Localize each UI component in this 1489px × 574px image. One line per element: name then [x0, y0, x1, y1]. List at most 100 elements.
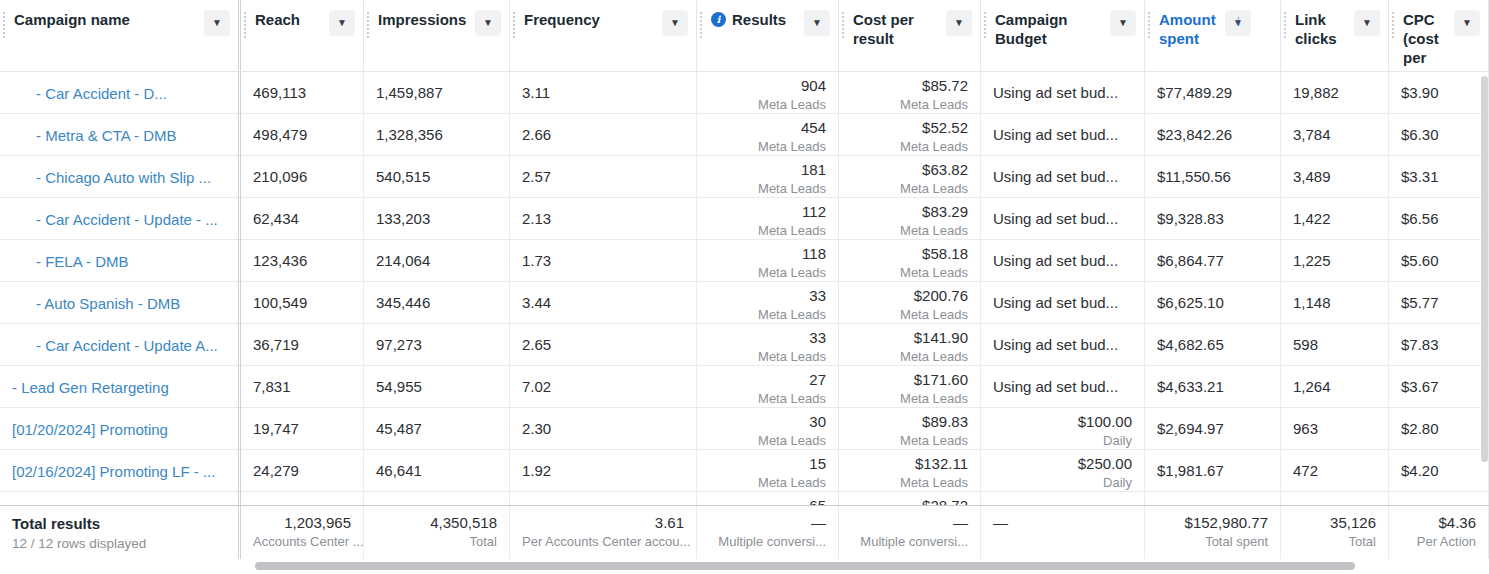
- results-type-label: Meta Leads: [709, 390, 826, 407]
- totals-cost-value: —: [851, 513, 968, 533]
- results-type-label: Meta Leads: [709, 432, 826, 449]
- table-row[interactable]: - Car Accident - Update - ... 62,434 133…: [0, 198, 1489, 240]
- impressions-value: 1,328,356: [376, 125, 497, 145]
- campaign-name-cell: [01/20/2024] Promoting: [0, 408, 241, 450]
- totals-results-label: Multiple conversi...: [709, 533, 826, 550]
- impressions-value: 45,487: [376, 419, 497, 439]
- cost-per-result-value: $200.76: [851, 286, 968, 306]
- frequency-cell: 2.57: [510, 156, 697, 198]
- vertical-scrollbar[interactable]: [1481, 76, 1488, 462]
- cost-type-label: Meta Leads: [851, 222, 968, 239]
- frequency-cell: 3.44: [510, 282, 697, 324]
- chevron-down-icon: ▼: [954, 17, 964, 28]
- amount-spent-value: $2,694.97: [1157, 419, 1268, 439]
- table-row[interactable]: - FELA - DMB 123,436 214,064 1.73 118 Me…: [0, 240, 1489, 282]
- campaign-name-link[interactable]: - Auto Spanish - DMB: [36, 295, 226, 312]
- cpc-value: $4.20: [1401, 461, 1476, 481]
- campaign-name-link[interactable]: - Chicago Auto with Slip ...: [36, 169, 226, 186]
- chevron-down-icon: ▼: [212, 17, 222, 28]
- column-label: Reach: [255, 10, 327, 29]
- column-dropdown-button[interactable]: ▼: [1354, 10, 1380, 36]
- reach-cell: 36,719: [241, 324, 364, 366]
- frequency-value: 2.57: [522, 167, 684, 187]
- sort-descending-icon[interactable]: ↓: [1235, 10, 1243, 29]
- column-dropdown-button[interactable]: ▼: [1110, 10, 1136, 36]
- column-header-campaign-budget[interactable]: Campaign Budget ▼: [981, 0, 1145, 71]
- table-row[interactable]: - Car Accident - D... 469,113 1,459,887 …: [0, 72, 1489, 114]
- totals-link-clicks-cell: 35,126 Total: [1281, 506, 1389, 559]
- column-dropdown-button[interactable]: ▼: [204, 10, 230, 36]
- results-cell: 65 Meta Leads: [697, 492, 839, 505]
- link-clicks-value: 19,882: [1293, 83, 1376, 103]
- column-header-reach[interactable]: Reach ▼: [241, 0, 364, 71]
- rows-displayed-label: 12 / 12 rows displayed: [12, 535, 226, 553]
- frequency-cell: 2.66: [510, 114, 697, 156]
- budget-value: Using ad set bud...: [993, 167, 1132, 187]
- column-header-amount-spent[interactable]: Amount spent ↓ ▼: [1145, 0, 1281, 71]
- cost-per-result-value: $171.60: [851, 370, 968, 390]
- column-header-frequency[interactable]: Frequency ▼: [510, 0, 697, 71]
- frequency-value: 1.73: [522, 251, 684, 271]
- table-row[interactable]: - Auto Spanish - DMB 100,549 345,446 3.4…: [0, 282, 1489, 324]
- table-row[interactable]: - Car Accident - Update A... 36,719 97,2…: [0, 324, 1489, 366]
- results-cell: 904 Meta Leads: [697, 72, 839, 114]
- horizontal-scrollbar[interactable]: [255, 562, 1355, 570]
- table-body: - Car Accident - D... 469,113 1,459,887 …: [0, 72, 1489, 505]
- campaign-name-link[interactable]: - FELA - DMB: [36, 253, 226, 270]
- results-value: 33: [709, 286, 826, 306]
- chevron-down-icon: ▼: [1462, 17, 1472, 28]
- campaign-name-link[interactable]: - Car Accident - Update A...: [36, 337, 226, 354]
- totals-amount-cell: $152,980.77 Total spent: [1145, 506, 1281, 559]
- campaign-name-link[interactable]: - Lead Gen Retargeting: [12, 379, 226, 396]
- campaign-name-link[interactable]: - Car Accident - D...: [36, 85, 226, 102]
- campaign-budget-cell: Using ad set bud...: [981, 156, 1145, 198]
- table-row[interactable]: [02/16/2024] Promoting LF - ... 24,279 4…: [0, 450, 1489, 492]
- campaign-name-link[interactable]: - Metra & CTA - DMB: [36, 127, 226, 144]
- column-dropdown-button[interactable]: ▼: [662, 10, 688, 36]
- link-clicks-value: 1,264: [1293, 377, 1376, 397]
- column-header-cost-per-result[interactable]: Cost per result ▼: [839, 0, 981, 71]
- campaign-name-link[interactable]: [01/20/2024] Promoting: [12, 421, 226, 438]
- info-icon[interactable]: i: [711, 12, 726, 27]
- campaign-name-link[interactable]: - Car Accident - Update - ...: [36, 211, 226, 228]
- impressions-value: 345,446: [376, 293, 497, 313]
- column-dropdown-button[interactable]: ▼: [946, 10, 972, 36]
- frequency-value: 2.65: [522, 335, 684, 355]
- totals-reach-label: Accounts Center ...: [253, 533, 351, 550]
- column-header-results[interactable]: i Results ▼: [697, 0, 839, 71]
- table-row[interactable]: - Chicago Auto with Slip ... 210,096 540…: [0, 156, 1489, 198]
- column-header-impressions[interactable]: Impressions ▼: [364, 0, 510, 71]
- frequency-cell: 2.30: [510, 408, 697, 450]
- cpc-cell: $3.90: [1389, 72, 1489, 114]
- campaign-name-link[interactable]: [02/16/2024] Promoting LF - ...: [12, 463, 226, 480]
- amount-spent-cell: $11,550.56: [1145, 156, 1281, 198]
- impressions-value: 214,064: [376, 251, 497, 271]
- link-clicks-cell: 963: [1281, 408, 1389, 450]
- reach-value: 62,434: [253, 209, 351, 229]
- column-header-campaign-name[interactable]: Campaign name ▼: [0, 0, 241, 71]
- table-row[interactable]: LF - FELA - Retargeting - DMB 42,243 55,…: [0, 492, 1489, 505]
- column-dropdown-button[interactable]: ▼: [329, 10, 355, 36]
- amount-spent-cell: $6,625.10: [1145, 282, 1281, 324]
- column-header-cpc[interactable]: CPC (cost per ▼: [1389, 0, 1489, 71]
- impressions-value: 54,955: [376, 377, 497, 397]
- link-clicks-cell: 1,225: [1281, 240, 1389, 282]
- table-row[interactable]: - Lead Gen Retargeting 7,831 54,955 7.02…: [0, 366, 1489, 408]
- link-clicks-value: 3,784: [1293, 125, 1376, 145]
- frequency-cell: 2.13: [510, 198, 697, 240]
- table-row[interactable]: [01/20/2024] Promoting 19,747 45,487 2.3…: [0, 408, 1489, 450]
- column-label: CPC (cost per: [1403, 10, 1452, 67]
- column-dropdown-button[interactable]: ▼: [1454, 10, 1480, 36]
- chevron-down-icon: ▼: [1118, 17, 1128, 28]
- budget-value: Using ad set bud...: [993, 209, 1132, 229]
- results-cell: 27 Meta Leads: [697, 366, 839, 408]
- table-row[interactable]: - Metra & CTA - DMB 498,479 1,328,356 2.…: [0, 114, 1489, 156]
- cost-type-label: Meta Leads: [851, 432, 968, 449]
- column-dropdown-button[interactable]: ▼: [804, 10, 830, 36]
- column-dropdown-button[interactable]: ▼: [475, 10, 501, 36]
- amount-spent-value: $4,682.65: [1157, 335, 1268, 355]
- impressions-value: 97,273: [376, 335, 497, 355]
- totals-cost-label: Multiple conversi...: [851, 533, 968, 550]
- column-header-link-clicks[interactable]: Link clicks ▼: [1281, 0, 1389, 71]
- amount-spent-cell: $2,694.97: [1145, 408, 1281, 450]
